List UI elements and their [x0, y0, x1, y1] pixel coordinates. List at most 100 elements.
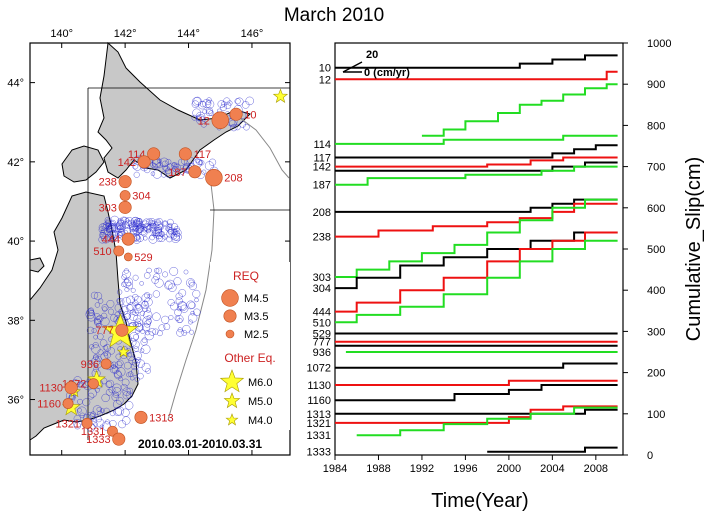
- req-site-label: 1321: [55, 418, 79, 430]
- seismic-ring: [149, 227, 155, 233]
- seismic-ring: [133, 303, 143, 314]
- seismic-ring: [133, 171, 140, 178]
- seismic-ring: [99, 229, 105, 235]
- y-tick-label: 500: [647, 244, 665, 256]
- lon-tick-label: 140°: [50, 28, 73, 40]
- x-tick-label: 1984: [323, 463, 347, 475]
- seismic-ring: [129, 223, 138, 232]
- series-label: 529: [313, 328, 331, 340]
- seismic-ring: [112, 387, 122, 397]
- seismic-ring: [245, 96, 254, 106]
- seismic-ring: [112, 391, 119, 398]
- seismic-ring: [121, 297, 131, 306]
- series-label: 777: [313, 337, 331, 349]
- x-axis-label: Time(Year): [431, 490, 528, 512]
- seismic-ring: [92, 405, 103, 415]
- seismic-ring: [158, 324, 166, 332]
- req-site-marker: [119, 190, 131, 201]
- seismic-ring: [160, 171, 167, 178]
- seismic-ring: [176, 306, 182, 312]
- seismic-ring: [125, 391, 133, 399]
- lat-tick-label: 44°: [7, 78, 24, 90]
- seismic-ring: [117, 359, 124, 367]
- seismic-ring: [128, 356, 137, 365]
- seismic-ring: [181, 330, 188, 336]
- req-site-marker: [112, 432, 126, 446]
- req-site-marker: [81, 417, 93, 429]
- figure-title: March 2010: [284, 5, 384, 26]
- seismic-ring: [168, 314, 174, 321]
- slip-series-line: [335, 231, 618, 313]
- map-legend: REQ M4.5 M3.5 M2.5 Other Eq. M6.0 M5.0 M4.0: [210, 262, 290, 430]
- seismic-ring: [152, 169, 162, 179]
- seismic-ring: [150, 171, 156, 176]
- sado-island: [29, 257, 45, 273]
- req-site-label: 238: [99, 177, 117, 189]
- seismic-ring: [162, 271, 169, 278]
- seismic-ring: [103, 407, 110, 415]
- lon-tick-label: 142°: [114, 28, 137, 40]
- seismic-ring: [119, 224, 127, 231]
- seismic-ring: [133, 346, 139, 352]
- seismic-ring: [128, 311, 138, 321]
- seismic-ring: [94, 302, 101, 308]
- seismic-ring: [124, 218, 130, 224]
- seismic-ring: [144, 329, 151, 336]
- slip-series-line: [335, 134, 618, 145]
- seismic-ring: [123, 313, 131, 320]
- seismic-ring: [191, 97, 202, 107]
- seismic-ring: [204, 161, 214, 171]
- seismic-ring: [98, 235, 107, 244]
- seismic-ring: [101, 393, 110, 403]
- seismic-ring: [202, 109, 208, 115]
- seismic-ring: [92, 354, 99, 361]
- seismic-ring: [77, 381, 84, 388]
- seismic-ring: [172, 228, 182, 238]
- y-tick-label: 0: [647, 450, 653, 462]
- series-label: 1321: [307, 418, 331, 430]
- seismic-ring: [152, 290, 161, 298]
- seismic-ring: [152, 232, 158, 238]
- seismic-ring: [89, 344, 95, 350]
- req-site-marker: [229, 107, 243, 121]
- kuril-trench-line: [239, 117, 290, 179]
- seismic-ring: [109, 410, 116, 417]
- chart-axes: 1984 1988 1992 1996 2000 2004 2008 0 100 200 300 40…: [323, 38, 672, 475]
- seismic-ring: [143, 272, 151, 279]
- req-site-label: 1331: [81, 426, 105, 438]
- seismic-ring: [175, 292, 183, 300]
- seismic-ring: [132, 293, 139, 301]
- seismic-ring: [106, 227, 112, 234]
- series-label: 510: [313, 317, 331, 329]
- seismic-ring: [127, 219, 136, 228]
- seismic-ring: [153, 273, 161, 281]
- seismic-ring: [168, 283, 177, 292]
- seismic-ring: [116, 289, 123, 295]
- seismic-ring: [150, 162, 156, 168]
- y-axis-label: Cumulative_Slip(cm): [683, 157, 705, 342]
- seismic-ring: [162, 221, 168, 226]
- series-label: 936: [313, 347, 331, 359]
- seismic-ring: [143, 310, 153, 320]
- seismic-ring: [108, 386, 116, 394]
- seismic-ring: [146, 228, 152, 234]
- seismic-ring: [169, 266, 179, 276]
- req-site-marker: [211, 111, 229, 129]
- series-label: 114: [313, 139, 331, 151]
- seismic-ring: [136, 359, 145, 368]
- seismic-ring: [156, 330, 163, 337]
- seismic-ring: [145, 368, 151, 374]
- req-site-label: 1313: [149, 412, 173, 424]
- seismic-ring: [208, 110, 215, 117]
- seismic-ring: [114, 303, 124, 313]
- seismic-ring: [86, 308, 95, 317]
- req-site-marker: [107, 425, 118, 437]
- seismic-ring: [123, 361, 132, 370]
- seismic-ring: [123, 268, 130, 274]
- seismic-ring: [103, 344, 112, 352]
- seismic-ring: [186, 300, 196, 310]
- seismic-ring: [217, 100, 226, 108]
- legend-req-title: REQ: [233, 269, 259, 283]
